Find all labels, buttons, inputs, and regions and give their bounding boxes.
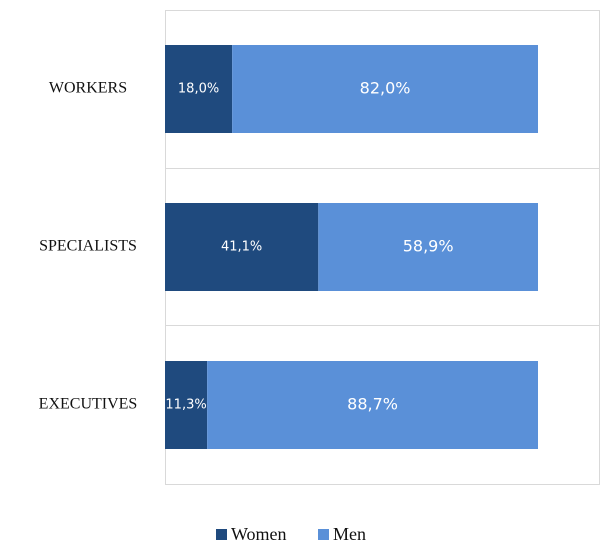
legend-label: Men: [333, 524, 366, 544]
category-label: WORKERS: [49, 80, 127, 97]
data-label: 11,3%: [165, 398, 206, 413]
category-label: EXECUTIVES: [39, 396, 138, 413]
category-label: SPECIALISTS: [39, 238, 137, 255]
bar-segment: [165, 361, 208, 449]
data-label: 41,1%: [221, 240, 262, 255]
bar-segment: [207, 361, 539, 449]
bar-segment: [165, 45, 233, 133]
data-label: 88,7%: [347, 395, 398, 414]
legend-swatch: [318, 529, 329, 540]
data-label: 58,9%: [403, 237, 454, 256]
bar-segment: [165, 203, 319, 291]
bar-segment: [232, 45, 538, 133]
legend-swatch: [216, 529, 227, 540]
bar-segment: [318, 203, 538, 291]
data-label: 18,0%: [178, 82, 219, 97]
data-label: 82,0%: [360, 79, 411, 98]
legend-label: Women: [231, 524, 287, 544]
